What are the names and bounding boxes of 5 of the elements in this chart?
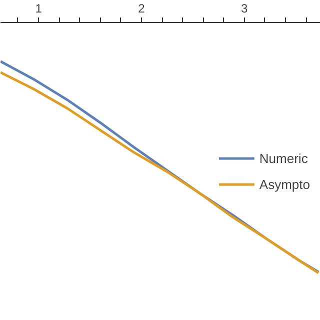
x-tick-label: 3 — [241, 2, 248, 16]
legend-label: Asympto — [259, 176, 310, 192]
x-tick-label: 2 — [138, 2, 146, 16]
legend-label: Numeric — [259, 150, 308, 166]
x-tick-label: 1 — [35, 2, 42, 16]
